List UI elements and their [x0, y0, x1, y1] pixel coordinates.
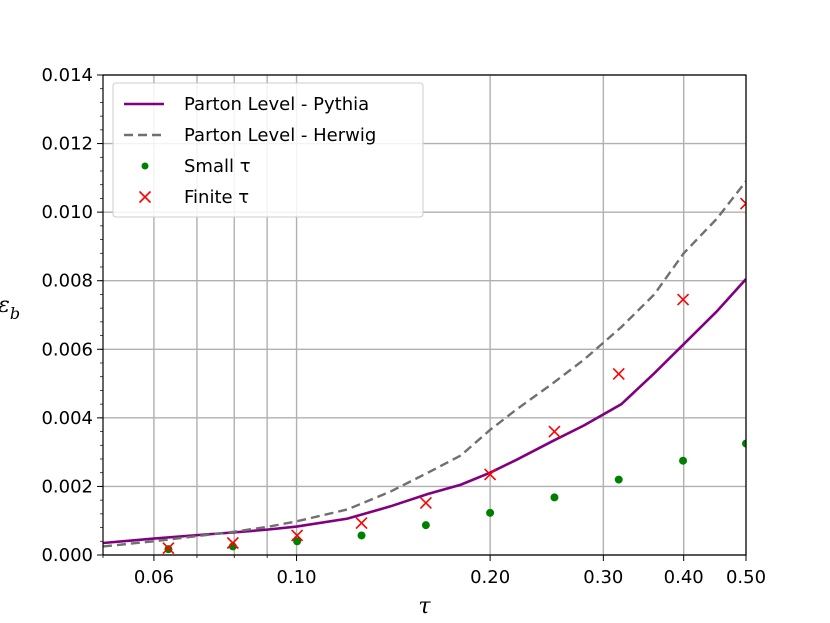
legend-label: Small τ — [184, 156, 251, 177]
x-marker-stroke — [739, 197, 746, 205]
plot-frame — [102, 74, 747, 556]
data-point — [421, 521, 430, 530]
legend-label: Finite τ — [184, 187, 249, 208]
x-tick-label: 0.06 — [134, 567, 174, 588]
y-tick-label: 0.002 — [41, 476, 93, 497]
legend-label: Parton Level - Pythia — [184, 94, 369, 115]
data-point — [484, 468, 497, 481]
data-point — [676, 293, 690, 306]
data-point — [226, 536, 239, 550]
legend-box — [112, 82, 424, 218]
x-marker-stroke — [548, 425, 561, 438]
y-axis-label: εb — [0, 293, 20, 323]
legend-item: Parton Level - Herwig — [124, 125, 376, 146]
data-point — [293, 537, 302, 546]
data-point — [548, 425, 561, 438]
y-tick-label: 0.004 — [41, 408, 93, 429]
tick-labels: 0.06 0.10 0.20 0.30 0.40 0.50 0.000 0.002 0.004 0… — [41, 65, 766, 588]
y-tick-label: 0.014 — [41, 65, 93, 86]
data-point — [486, 508, 495, 517]
series-3 — [162, 197, 746, 555]
x-tick-label: 0.10 — [277, 567, 317, 588]
x-marker-stroke — [739, 202, 746, 210]
x-marker-stroke — [676, 293, 690, 306]
x-marker-stroke — [162, 542, 175, 555]
legend-swatch — [141, 162, 149, 170]
data-point — [291, 529, 304, 542]
x-tick-label: 0.40 — [664, 567, 704, 588]
y-tick-label: 0.006 — [41, 339, 93, 360]
legend-item: Parton Level - Pythia — [124, 94, 369, 115]
data-point — [612, 367, 625, 381]
x-tick-label: 0.30 — [583, 567, 623, 588]
legend-label: Parton Level - Herwig — [184, 125, 376, 146]
y-axis-label-subscript: b — [10, 304, 20, 323]
x-marker-stroke — [291, 529, 304, 542]
series-layer — [103, 180, 746, 555]
x-marker-stroke — [484, 468, 497, 481]
y-tick-label: 0.008 — [41, 271, 93, 292]
y-tick-label: 0.010 — [41, 202, 93, 223]
x-axis-label: τ — [418, 594, 431, 619]
x-marker-stroke — [226, 536, 239, 550]
data-point — [742, 439, 746, 448]
legend-item: Small τ — [141, 156, 251, 177]
x-tick-label: 0.50 — [726, 567, 766, 588]
data-point — [357, 531, 366, 540]
x-tick-label: 0.20 — [470, 567, 510, 588]
x-marker-stroke — [612, 367, 625, 381]
data-point — [614, 475, 623, 484]
data-point — [550, 493, 559, 502]
data-point — [162, 542, 175, 555]
legend: Parton Level - Pythia Parton Level - Herw… — [112, 82, 424, 218]
x-marker-stroke — [355, 517, 368, 530]
data-point — [679, 456, 688, 465]
legend-items: Parton Level - Pythia Parton Level - Herw… — [124, 94, 376, 208]
series-line — [103, 180, 746, 548]
legend-swatch — [138, 190, 152, 204]
series-1 — [103, 180, 746, 548]
y-tick-label: 0.012 — [41, 134, 93, 155]
ticks — [97, 74, 747, 561]
data-point — [419, 496, 432, 509]
data-point — [739, 197, 746, 210]
y-axis-label-main: ε — [0, 293, 10, 318]
legend-item: Finite τ — [138, 187, 249, 208]
x-marker-stroke — [419, 496, 432, 509]
y-tick-label: 0.000 — [41, 545, 93, 566]
data-point — [355, 517, 368, 530]
